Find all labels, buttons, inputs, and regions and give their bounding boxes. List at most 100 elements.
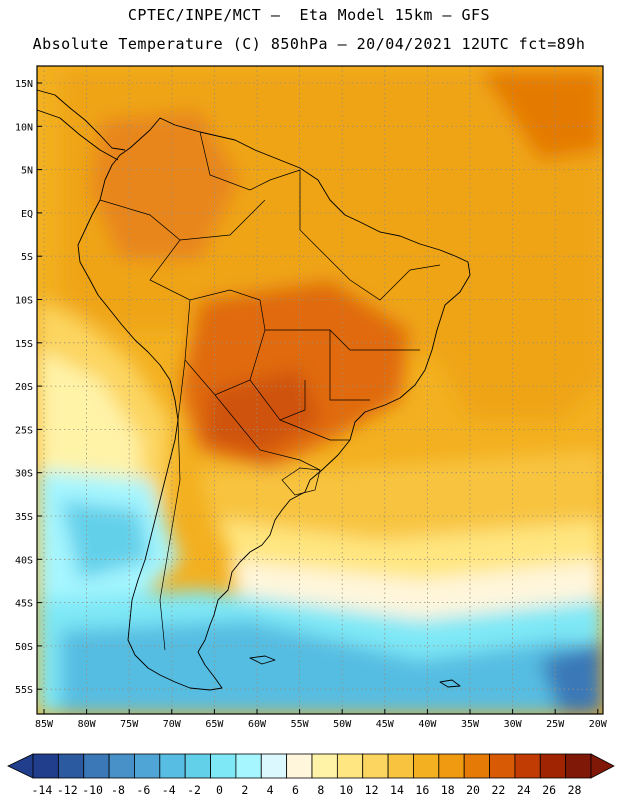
colorbar-label: 24: [517, 783, 531, 797]
lon-label: 55W: [291, 719, 310, 730]
colorbar-swatch: [387, 753, 414, 779]
colorbar-label: 2: [241, 783, 248, 797]
latitude-axis: 15N 10N 5N EQ 5S 10S 15S 20S 25S 30S 35S 40S 45S 50S 5…: [15, 79, 42, 696]
border-chile-argentina: [159, 419, 181, 651]
border-venezuela-brazil: [199, 131, 301, 191]
lon-label: 35W: [461, 719, 480, 730]
chart-title-line2: Absolute Temperature (C) 850hPa – 20/04/…: [32, 35, 586, 53]
lon-label: 30W: [504, 719, 523, 730]
lon-label: 40W: [418, 719, 437, 730]
southern-colder-area: [60, 620, 603, 714]
lat-label: 40S: [15, 555, 33, 566]
colorbar-label: 0: [216, 783, 223, 797]
border-brazil-states: [265, 329, 420, 441]
border-argentina-north: [177, 359, 321, 471]
colorbar-swatch: [260, 753, 288, 779]
colorbar-label: 18: [441, 783, 455, 797]
lon-label: 25W: [546, 719, 565, 730]
colorbar-label: -4: [162, 783, 176, 797]
colorbar-swatch: [336, 753, 364, 779]
colorbar-swatch: [235, 753, 262, 779]
lon-label: 70W: [163, 719, 182, 730]
colorbar-label: 28: [568, 783, 582, 797]
colorbar-label: 14: [390, 783, 404, 797]
border-bolivia: [184, 299, 266, 396]
colorbar-swatch: [565, 753, 592, 779]
pacific-colder-area: [60, 500, 150, 580]
colorbar-swatch: [539, 753, 567, 779]
lon-label: 85W: [35, 719, 54, 730]
colorbar-arrow-left: [7, 753, 34, 779]
lat-label: 55S: [15, 685, 33, 696]
lat-label: 15S: [15, 339, 33, 350]
colorbar-swatch: [184, 753, 211, 779]
south-america-coastline: [77, 117, 471, 691]
lat-label: 45S: [15, 599, 33, 610]
colorbar-label: 4: [267, 783, 274, 797]
lat-label: 35S: [15, 512, 33, 523]
colorbar-label: -6: [136, 783, 150, 797]
colorbar-swatch: [286, 753, 313, 779]
colorbar-label: -2: [187, 783, 201, 797]
falklands-outline: [249, 655, 276, 665]
colorbar-label: 12: [365, 783, 379, 797]
colorbar-swatch: [159, 753, 186, 779]
colorbar: -14 -12 -10 -8 -6 -4 -2 0 2 4 6 8 10 12 14 16 18 20 22 24 26…: [7, 753, 615, 797]
lat-label: 10N: [15, 122, 33, 133]
colorbar-label: 6: [292, 783, 299, 797]
colorbar-swatch: [108, 753, 135, 779]
lon-label: 80W: [78, 719, 97, 730]
colorbar-label: -14: [31, 783, 52, 797]
colorbar-label: -8: [111, 783, 125, 797]
south-georgia-outline: [439, 679, 461, 688]
lat-label: 10S: [15, 296, 33, 307]
lat-label: 5S: [21, 252, 33, 263]
border-paraguay: [249, 379, 306, 421]
graticule: [37, 66, 603, 714]
lat-label: 15N: [15, 79, 33, 90]
hot-core-patch: [205, 370, 320, 455]
colorbar-label: 22: [491, 783, 505, 797]
lon-label: 45W: [376, 719, 395, 730]
colorbar-swatch: [463, 753, 490, 779]
colorbar-swatch: [413, 753, 440, 779]
colorbar-swatch: [134, 753, 161, 779]
colorbar-label: 20: [466, 783, 480, 797]
southeast-coldest-area: [540, 640, 603, 714]
lon-label: 75W: [120, 719, 139, 730]
central-america-coastline: [36, 89, 126, 161]
colorbar-label: 16: [415, 783, 429, 797]
colorbar-swatch: [438, 753, 465, 779]
lon-label: 50W: [333, 719, 352, 730]
lat-label: 25S: [15, 425, 33, 436]
lat-label: 20S: [15, 382, 33, 393]
lat-label: EQ: [21, 209, 33, 220]
border-uruguay: [281, 467, 321, 496]
lat-label: 30S: [15, 469, 33, 480]
colorbar-label: 10: [339, 783, 353, 797]
colorbar-swatch: [57, 753, 85, 779]
lon-label: 65W: [205, 719, 224, 730]
lat-label: 5N: [21, 166, 33, 177]
lat-label: 50S: [15, 642, 33, 653]
map-frame: [36, 65, 604, 715]
colorbar-swatch: [514, 753, 541, 779]
colorbar-swatch: [362, 753, 389, 779]
colorbar-label: 8: [317, 783, 324, 797]
warm-nw-patch: [90, 110, 240, 260]
coastlines: [36, 89, 471, 691]
chart-title-line1: CPTEC/INPE/MCT – Eta Model 15km – GFS: [127, 6, 491, 24]
longitude-axis: 85W 80W 75W 70W 65W 60W 55W 50W 45W 40W 35W 30W 25W 2…: [35, 709, 608, 730]
colorbar-swatch: [210, 753, 237, 779]
colorbar-swatch: [489, 753, 516, 779]
lon-label: 20W: [589, 719, 608, 730]
colorbar-swatch: [83, 753, 110, 779]
colorbar-label: 26: [542, 783, 556, 797]
warm-atlantic-patch: [480, 70, 603, 160]
country-borders: [99, 131, 441, 651]
colorbar-swatch: [32, 753, 59, 779]
temperature-field: [37, 66, 603, 714]
colorbar-swatch: [311, 753, 338, 779]
colorbar-arrow-right: [590, 753, 615, 779]
